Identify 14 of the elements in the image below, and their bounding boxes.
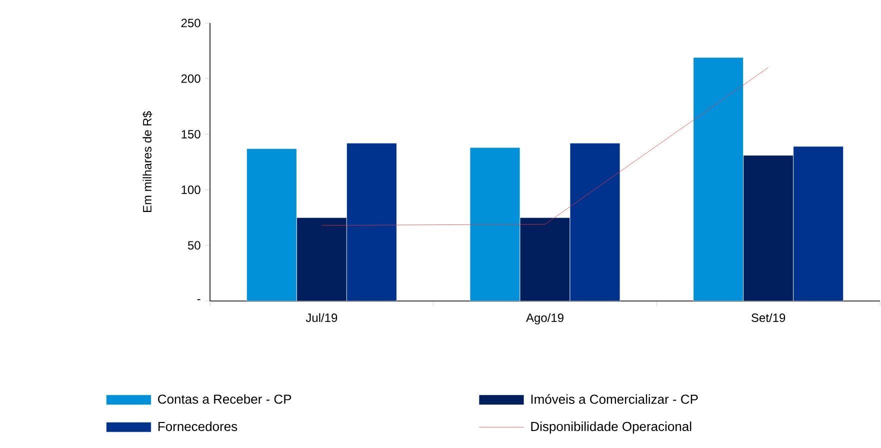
- legend-label: Contas a Receber - CP: [158, 394, 292, 404]
- y-axis-title: Em milhares de R$: [142, 111, 152, 212]
- y-tick-label: 50: [188, 241, 200, 250]
- x-tick-label: Jul/19: [306, 313, 338, 322]
- x-tick-label: Set/19: [752, 313, 786, 322]
- y-tick-label: 200: [181, 74, 200, 83]
- y-tick-label: 100: [182, 186, 200, 194]
- y-tick-label: 250: [181, 18, 200, 28]
- legend-label: Disponibilidade Operacional: [531, 422, 692, 434]
- x-tick-label: Ago/19: [526, 313, 564, 324]
- y-tick-label: 150: [182, 130, 200, 138]
- legend-label: Fornecedores: [158, 422, 238, 432]
- y-tick-label: -: [197, 299, 200, 300]
- legend-label: Imóveis a Comercializar - CP: [531, 394, 698, 404]
